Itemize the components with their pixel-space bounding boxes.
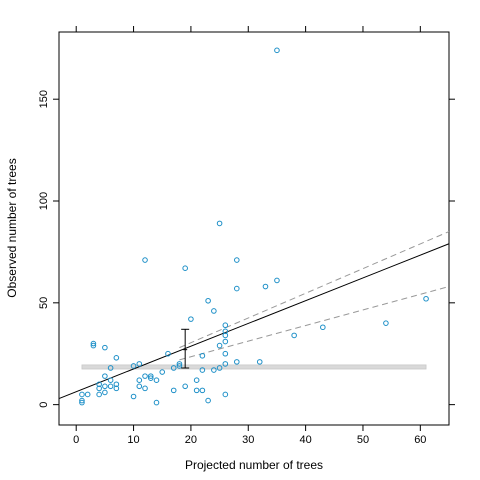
x-tick-label: 10 bbox=[127, 434, 139, 446]
data-point bbox=[182, 383, 188, 390]
data-point bbox=[233, 359, 240, 365]
x-tick-label: 0 bbox=[73, 434, 79, 446]
data-point bbox=[222, 322, 229, 329]
data-point bbox=[274, 277, 280, 284]
data-point bbox=[170, 365, 177, 371]
data-point bbox=[182, 265, 188, 272]
data-point bbox=[102, 383, 108, 390]
data-point bbox=[211, 367, 217, 373]
ci-lower-line bbox=[179, 286, 450, 361]
y-tick-label: 50 bbox=[38, 297, 50, 309]
data-point bbox=[222, 328, 229, 335]
data-point bbox=[262, 283, 269, 290]
fit-line bbox=[58, 243, 450, 399]
data-point bbox=[136, 377, 143, 384]
data-point bbox=[84, 391, 91, 398]
data-point bbox=[233, 285, 240, 292]
data-point bbox=[107, 377, 114, 384]
data-point bbox=[170, 387, 177, 394]
plot-frame bbox=[58, 31, 450, 426]
data-point bbox=[96, 385, 102, 392]
y-tick-label: 100 bbox=[38, 192, 50, 210]
x-tick-label: 60 bbox=[414, 434, 426, 446]
data-point bbox=[274, 47, 280, 54]
data-point bbox=[96, 391, 102, 398]
data-point bbox=[165, 350, 171, 357]
data-point bbox=[113, 355, 120, 361]
data-point bbox=[233, 257, 240, 263]
data-point bbox=[113, 385, 120, 392]
data-point bbox=[216, 365, 223, 371]
data-point bbox=[79, 397, 85, 404]
data-point bbox=[102, 389, 108, 396]
data-point bbox=[193, 387, 200, 394]
data-point bbox=[188, 316, 194, 322]
data-point bbox=[102, 373, 108, 379]
x-axis-title: Projected number of trees bbox=[185, 458, 323, 472]
data-point bbox=[130, 363, 137, 369]
data-point bbox=[136, 361, 143, 367]
data-point bbox=[199, 367, 206, 373]
data-point bbox=[107, 365, 114, 371]
data-point bbox=[383, 320, 389, 326]
data-point bbox=[320, 324, 326, 331]
y-tick-label: 0 bbox=[38, 402, 50, 408]
data-point bbox=[176, 361, 183, 367]
data-point bbox=[205, 297, 211, 304]
data-point bbox=[205, 397, 211, 404]
data-point bbox=[199, 352, 206, 359]
data-point bbox=[222, 391, 229, 398]
y-tick-label: 150 bbox=[38, 90, 50, 108]
data-point bbox=[142, 373, 148, 379]
data-point bbox=[147, 373, 154, 379]
data-point bbox=[199, 387, 206, 394]
data-point bbox=[211, 308, 217, 314]
data-point bbox=[256, 359, 263, 365]
data-point bbox=[90, 342, 97, 349]
y-axis-title: Observed number of trees bbox=[5, 158, 19, 297]
data-point bbox=[96, 381, 102, 388]
data-point bbox=[142, 385, 148, 392]
data-point bbox=[216, 220, 223, 227]
data-point bbox=[79, 391, 85, 398]
data-point bbox=[147, 375, 154, 381]
ci-upper-line bbox=[179, 231, 450, 349]
data-point bbox=[222, 350, 229, 357]
data-point bbox=[113, 381, 120, 388]
data-point bbox=[222, 361, 229, 367]
data-point bbox=[159, 369, 166, 375]
data-point bbox=[107, 383, 114, 390]
data-point bbox=[142, 257, 148, 263]
data-point bbox=[153, 399, 160, 406]
x-tick-label: 20 bbox=[185, 434, 197, 446]
x-tick-label: 50 bbox=[357, 434, 369, 446]
data-point bbox=[222, 338, 229, 345]
data-point bbox=[291, 332, 297, 339]
x-tick-label: 30 bbox=[242, 434, 254, 446]
data-point bbox=[176, 363, 183, 369]
data-point bbox=[102, 344, 108, 351]
data-point bbox=[136, 383, 143, 390]
data-point bbox=[193, 377, 200, 384]
data-point bbox=[216, 342, 223, 349]
data-point bbox=[130, 393, 137, 400]
reference-band bbox=[81, 364, 427, 370]
data-point bbox=[90, 340, 97, 347]
data-point bbox=[222, 332, 229, 339]
data-point bbox=[153, 377, 160, 384]
data-point bbox=[79, 399, 85, 406]
data-point bbox=[423, 295, 429, 302]
x-tick-label: 40 bbox=[299, 434, 311, 446]
